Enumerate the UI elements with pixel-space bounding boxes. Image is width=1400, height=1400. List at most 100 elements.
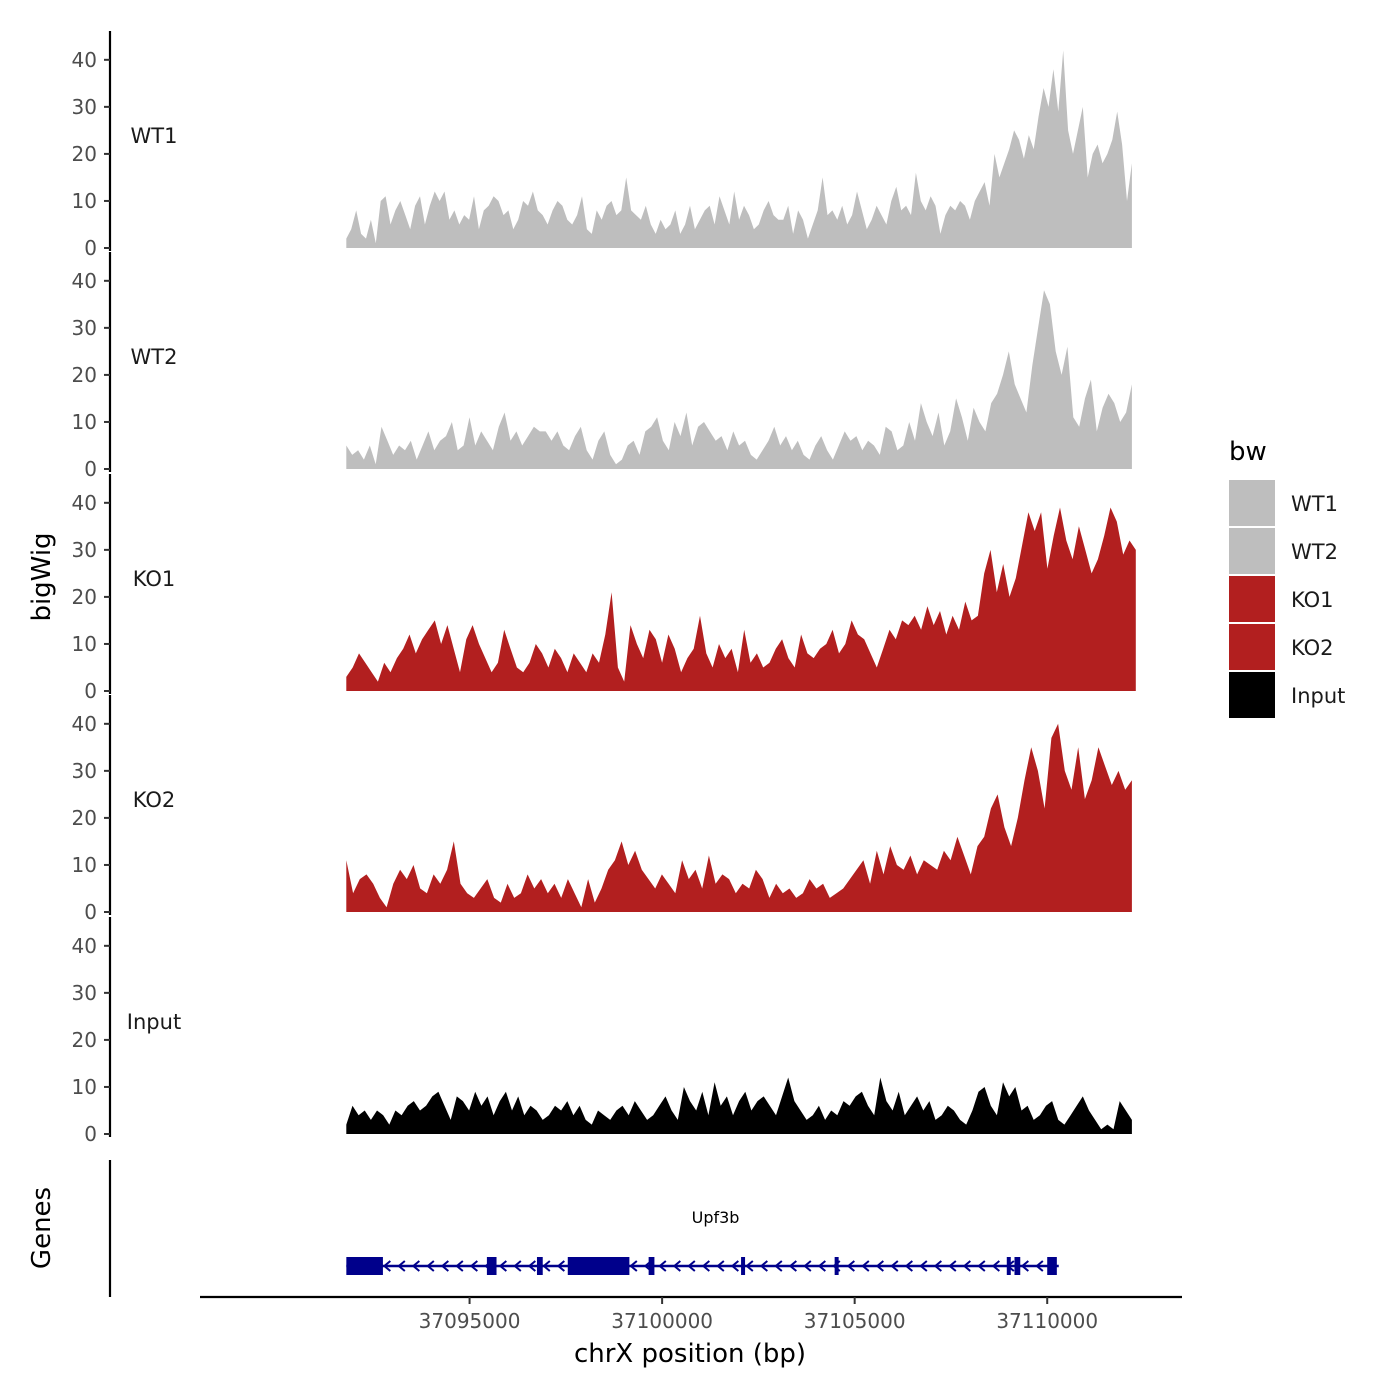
strand-arrow-icon [672, 1260, 681, 1272]
y-tick-label: 30 [72, 95, 97, 119]
track-label: KO1 [133, 567, 176, 591]
y-tick-label: 0 [84, 900, 97, 924]
y-tick-label: 40 [72, 48, 97, 72]
strand-arrow-icon [846, 1260, 855, 1272]
gene-exon [346, 1257, 383, 1275]
strand-arrow-icon [498, 1260, 507, 1272]
genes-axis-title: Genes [27, 1187, 57, 1269]
gene-exon [1014, 1257, 1021, 1275]
strand-arrow-icon [701, 1260, 710, 1272]
y-tick-label: 0 [84, 457, 97, 481]
coverage-area-input [346, 1077, 1132, 1134]
genes-track: Upf3b [108, 1160, 1059, 1297]
x-tick-label: 37105000 [804, 1309, 906, 1333]
legend-key-ko2 [1229, 624, 1275, 670]
y-tick-label: 0 [84, 1122, 97, 1146]
legend-label: KO1 [1291, 588, 1334, 612]
strand-arrow-icon [730, 1260, 739, 1272]
y-tick-label: 10 [72, 1075, 97, 1099]
strand-arrow-icon [803, 1260, 812, 1272]
strand-arrow-icon [455, 1260, 464, 1272]
strand-arrow-icon [1020, 1260, 1029, 1272]
gene-exon [834, 1257, 839, 1275]
track-wt1: 0 10 20 30 40 WT1 [72, 31, 1132, 260]
strand-arrow-icon [875, 1260, 884, 1272]
y-tick-label: 30 [72, 316, 97, 340]
strand-arrow-icon [759, 1260, 768, 1272]
gene-exon [536, 1257, 543, 1275]
strand-arrow-icon [1035, 1260, 1044, 1272]
strand-arrow-icon [629, 1260, 638, 1272]
strand-arrow-icon [687, 1260, 696, 1272]
strand-arrow-icon [991, 1260, 1000, 1272]
strand-arrow-icon [542, 1260, 551, 1272]
strand-arrow-icon [788, 1260, 797, 1272]
y-tick-label: 10 [72, 189, 97, 213]
strand-arrow-icon [411, 1260, 420, 1272]
legend-label: WT1 [1291, 492, 1338, 516]
coverage-area-wt2 [346, 290, 1132, 469]
strand-arrow-icon [513, 1260, 522, 1272]
coverage-area-wt1 [346, 50, 1132, 249]
strand-arrow-icon [440, 1260, 449, 1272]
y-tick-label: 30 [72, 759, 97, 783]
track-wt2: 0 10 20 30 40 WT2 [72, 252, 1132, 481]
y-tick-label: 0 [84, 679, 97, 703]
track-label: Input [127, 1010, 181, 1034]
x-axis: 37095000 37100000 37105000 37110000 [200, 1295, 1182, 1333]
strand-arrow-icon [977, 1260, 986, 1272]
strand-arrow-icon [745, 1260, 754, 1272]
strand-arrow-icon [397, 1260, 406, 1272]
y-tick-label: 20 [72, 142, 97, 166]
strand-arrow-icon [919, 1260, 928, 1272]
gene-exon [741, 1257, 746, 1275]
y-tick-label: 20 [72, 363, 97, 387]
gene-exon [648, 1257, 655, 1275]
y-tick-label: 10 [72, 853, 97, 877]
strand-arrow-icon [658, 1260, 667, 1272]
strand-arrow-icon [527, 1260, 536, 1272]
y-tick-label: 10 [72, 632, 97, 656]
strand-arrow-icon [948, 1260, 957, 1272]
x-axis-title: chrX position (bp) [574, 1339, 806, 1369]
legend-key-input [1229, 672, 1275, 718]
y-tick-label: 30 [72, 981, 97, 1005]
gene-exon [1047, 1257, 1057, 1275]
legend-key-wt1 [1229, 480, 1275, 526]
y-tick-label: 30 [72, 538, 97, 562]
legend-label: WT2 [1291, 540, 1338, 564]
y-tick-label: 40 [72, 269, 97, 293]
gene-name-label: Upf3b [692, 1208, 740, 1227]
y-tick-label: 40 [72, 712, 97, 736]
y-tick-label: 20 [72, 585, 97, 609]
legend-key-wt2 [1229, 528, 1275, 574]
strand-arrow-icon [469, 1260, 478, 1272]
coverage-area-ko1 [346, 507, 1136, 691]
gene-exon [567, 1257, 630, 1275]
track-label: WT1 [131, 124, 178, 148]
legend-key-ko1 [1229, 576, 1275, 622]
gene-exon [486, 1257, 497, 1275]
strand-arrow-icon [962, 1260, 971, 1272]
strand-arrow-icon [556, 1260, 565, 1272]
track-input: 0 10 20 30 40 Input [72, 917, 1132, 1146]
y-tick-label: 20 [72, 1028, 97, 1052]
legend: bw WT1 WT2 KO1 KO2 Input [1229, 437, 1345, 718]
y-axis-title: bigWig [27, 532, 57, 621]
strand-arrow-icon [382, 1260, 391, 1272]
track-ko1: 0 10 20 30 40 KO1 [72, 474, 1136, 703]
strand-arrow-icon [890, 1260, 899, 1272]
coverage-area-ko2 [346, 723, 1132, 912]
strand-arrow-icon [774, 1260, 783, 1272]
coverage-tracks: 0 10 20 30 40 WT1 0 10 20 30 40 WT2 0 10 20 30 40 KO1 0 10 2… [72, 31, 1136, 1146]
y-tick-label: 0 [84, 236, 97, 260]
y-tick-label: 40 [72, 491, 97, 515]
strand-arrow-icon [817, 1260, 826, 1272]
strand-arrow-icon [716, 1260, 725, 1272]
x-tick-label: 37095000 [419, 1309, 521, 1333]
y-tick-label: 10 [72, 410, 97, 434]
gene-exon [1006, 1257, 1011, 1275]
track-label: KO2 [133, 788, 176, 812]
track-label: WT2 [131, 345, 178, 369]
